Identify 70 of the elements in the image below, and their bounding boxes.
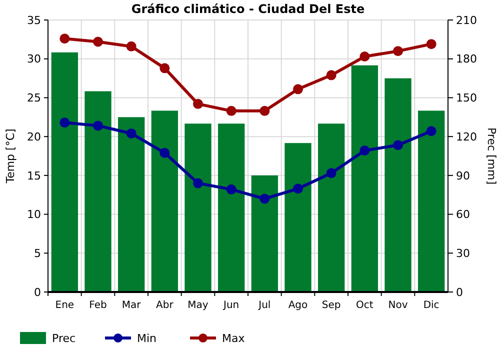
point — [126, 128, 136, 138]
legend-label: Max — [222, 332, 246, 345]
bar — [251, 175, 278, 292]
bar — [418, 110, 445, 292]
x-tick-label: Ago — [288, 300, 308, 311]
bar — [318, 124, 345, 292]
point — [360, 146, 370, 156]
bar — [51, 52, 78, 292]
point — [293, 184, 303, 194]
point — [360, 52, 370, 62]
x-tick-label: Jun — [222, 300, 240, 311]
y2-tick-label: 180 — [456, 52, 477, 66]
bar — [84, 91, 112, 292]
x-tick-label: Feb — [89, 300, 107, 311]
y-tick-label: 30 — [27, 52, 41, 66]
point — [260, 106, 270, 116]
x-tick-label: Oct — [356, 300, 374, 311]
y2-tick-label: 30 — [456, 246, 470, 260]
bar — [151, 110, 178, 292]
point — [393, 46, 403, 56]
point — [126, 41, 136, 52]
x-tick-label: Nov — [388, 300, 408, 311]
y2-axis-title: Prec [mm] — [485, 127, 498, 185]
point — [426, 39, 436, 50]
y-tick-label: 25 — [27, 92, 41, 105]
x-tick-label: May — [188, 300, 208, 311]
y-tick-label: 20 — [27, 130, 41, 144]
legend-label: Prec — [52, 332, 76, 345]
point — [193, 178, 203, 188]
x-tick-label: Abr — [156, 300, 174, 311]
x-tick-label: Jul — [258, 300, 271, 311]
bar — [218, 124, 245, 292]
point — [226, 184, 236, 194]
y2-tick-label: 0 — [456, 286, 463, 299]
y2-tick-label: 120 — [456, 130, 477, 144]
point — [160, 63, 170, 74]
bar — [351, 65, 378, 292]
legend-label: Min — [137, 332, 157, 345]
y2-tick-label: 150 — [456, 92, 477, 105]
point — [60, 118, 70, 128]
point — [393, 140, 403, 150]
chart-title: Gráfico climático - Ciudad Del Este — [131, 2, 365, 16]
y-tick-label: 35 — [27, 14, 41, 27]
y-tick-label: 15 — [27, 169, 41, 182]
y-tick-label: 10 — [27, 208, 41, 222]
y2-tick-label: 90 — [456, 169, 470, 182]
point — [93, 120, 103, 131]
point — [93, 36, 103, 47]
bar — [284, 143, 312, 292]
point — [60, 34, 70, 44]
point — [326, 70, 336, 80]
x-tick-label: Sep — [322, 300, 341, 311]
point — [193, 98, 203, 109]
point — [226, 106, 236, 116]
x-tick-label: Ene — [55, 300, 74, 311]
bar — [384, 78, 412, 292]
y-axis-title: Temp [°C] — [4, 128, 17, 184]
point — [326, 168, 336, 178]
point — [426, 126, 436, 136]
bar — [184, 124, 212, 292]
bar — [118, 117, 145, 292]
point — [260, 194, 270, 204]
point — [293, 84, 303, 94]
x-tick-label: Mar — [122, 300, 142, 311]
y-tick-label: 5 — [34, 246, 41, 260]
y2-tick-label: 60 — [456, 208, 470, 222]
x-tick-label: Dic — [423, 300, 440, 311]
y-tick-label: 0 — [34, 286, 41, 299]
y2-tick-label: 210 — [456, 14, 477, 27]
point — [160, 148, 170, 158]
